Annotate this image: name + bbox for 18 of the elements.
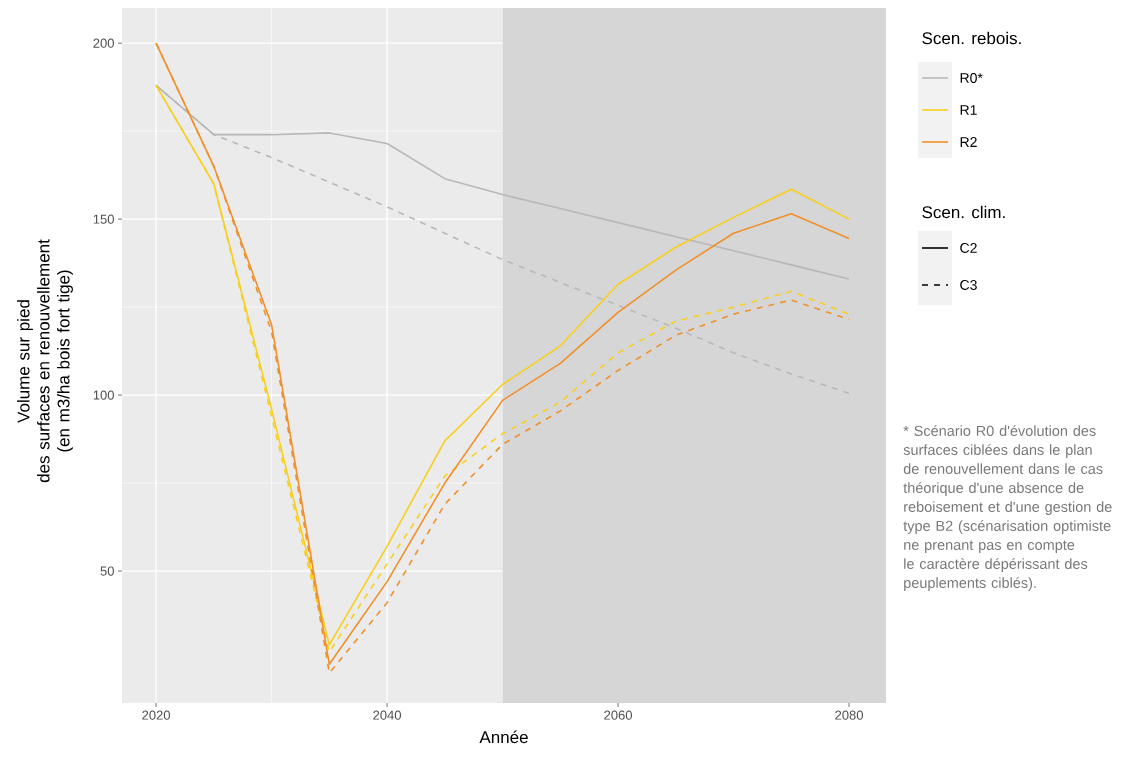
y-tick-label: 50 bbox=[100, 566, 114, 576]
y-tick-label: 200 bbox=[93, 38, 114, 48]
x-tick-label: 2080 bbox=[835, 710, 863, 720]
legend-label: R0* bbox=[960, 73, 983, 83]
text: C3 bbox=[960, 280, 977, 290]
text: * Scénario R0 d'évolution des surfaces ciblées dans le plan de renouvellement dans le cas théorique d'une absence de reboisement et d'une gestion de type B2 (scénarisation optimiste ne prenant pas en compte le caractère dépérissant des peuplements ciblés). bbox=[903, 425, 1112, 591]
legend-label: R2 bbox=[960, 137, 977, 147]
x-tick-label: 2060 bbox=[604, 710, 633, 720]
y-tick-label: 150 bbox=[93, 214, 114, 224]
x-tick-label: 2020 bbox=[142, 710, 171, 720]
x-axis-title: Année bbox=[479, 730, 528, 744]
y-axis-title: Volume sur pied des surfaces en renouvellement (en m3/ha bois fort tige) bbox=[17, 239, 73, 483]
text: C2 bbox=[960, 243, 977, 253]
text: Scen. clim. bbox=[922, 205, 1005, 219]
y-tick-label: 100 bbox=[93, 390, 114, 400]
legend-title: Scen. rebois. bbox=[922, 31, 1021, 45]
legend-label: R1 bbox=[960, 105, 977, 115]
x-tick-label: 2040 bbox=[373, 710, 402, 720]
